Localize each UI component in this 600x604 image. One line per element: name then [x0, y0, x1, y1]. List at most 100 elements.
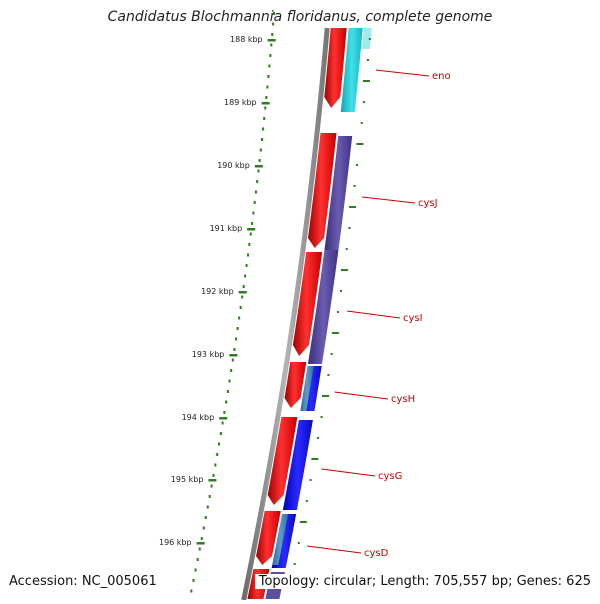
gene-track-ticks — [293, 38, 371, 565]
scale-tick — [247, 228, 256, 231]
gene-leader-line — [362, 196, 416, 204]
scale-ticks: 188 kbp 189 kbp 190 kbp 191 kbp 192 kbp 193 k… — [159, 35, 276, 547]
scale-dot — [266, 85, 269, 89]
scale-dot — [192, 579, 195, 582]
scale-dot — [244, 274, 247, 278]
accession-label: Accession: NC_005061 — [9, 574, 157, 589]
scale-dot — [221, 421, 224, 425]
gene-track-dot — [345, 248, 348, 250]
scale-dot — [267, 75, 270, 78]
forward-cds-segment — [267, 417, 298, 505]
scale-tick-label: 191 kbp — [210, 224, 243, 233]
gene-helper-strip — [272, 514, 289, 565]
scale-dot — [214, 463, 217, 467]
gene-track-dot — [366, 59, 369, 61]
dotted-scale-track — [190, 12, 276, 593]
gene-segment-cysJ — [324, 136, 353, 250]
scale-tick — [229, 354, 238, 357]
scale-dot — [236, 327, 239, 330]
backbone — [241, 27, 330, 601]
gene-track-dot — [330, 353, 333, 355]
gene-track-dot — [362, 101, 365, 103]
gene-track-tick — [356, 143, 364, 145]
scale-tick-label: 188 kbp — [230, 35, 263, 44]
gene-track-dot — [336, 311, 339, 313]
scale-tick-label: 189 kbp — [224, 98, 257, 107]
forward-cds-segment — [324, 28, 347, 108]
scale-dot — [271, 33, 274, 36]
scale-dot — [230, 369, 233, 372]
scale-dot — [246, 253, 249, 257]
gene-track-dot — [368, 38, 371, 40]
gene-track-tick — [349, 206, 357, 208]
scale-tick — [196, 542, 205, 545]
scale-dot — [226, 390, 229, 393]
scale-tick-label: 194 kbp — [182, 413, 215, 422]
scale-dot — [204, 516, 207, 519]
scale-tick — [254, 165, 263, 168]
gene-track-dot — [297, 542, 300, 544]
scale-dot — [241, 295, 244, 299]
gene-label-cysI: cysI — [403, 313, 423, 324]
gene-leader-line — [375, 69, 430, 77]
scale-dot — [228, 379, 231, 383]
scale-dot — [238, 316, 241, 320]
scale-tick — [208, 479, 217, 482]
gene-segment-partial — [361, 28, 372, 49]
gene-track-dot — [309, 479, 312, 481]
gene-track-dot — [356, 164, 359, 166]
scale-dot — [208, 495, 211, 498]
scale-tick-label: 193 kbp — [192, 350, 225, 359]
scale-dot — [263, 117, 266, 120]
forward-cds-segment — [308, 133, 337, 248]
forward-cds-segment — [284, 362, 307, 408]
gene-track-tick — [362, 80, 370, 82]
gene-label-cysG: cysG — [378, 471, 402, 482]
scale-dot — [239, 306, 242, 309]
gene-segment-eno — [340, 28, 363, 112]
scale-tick — [219, 417, 228, 420]
scale-dot — [265, 96, 268, 99]
gene-track-dot — [320, 416, 323, 418]
backbone-arc — [241, 27, 330, 601]
scale-dot — [219, 432, 222, 435]
scale-dot — [196, 558, 199, 561]
gene-labels: eno cysJ cysI cysH cysG cysD — [306, 69, 451, 559]
scale-dot — [206, 505, 209, 509]
scale-dot — [273, 12, 276, 15]
scale-dot — [264, 106, 267, 110]
gene-leader-line — [321, 468, 376, 477]
scale-dot — [270, 43, 273, 47]
forward-cds-segment — [256, 511, 281, 565]
gene-leader-line — [346, 310, 401, 319]
scale-dot — [235, 337, 238, 341]
scale-dot — [262, 127, 265, 131]
gene-label-cysJ: cysJ — [418, 198, 438, 209]
gene-track-dot — [316, 437, 319, 439]
scale-tick — [261, 102, 270, 105]
gene-track-dot — [353, 185, 356, 187]
scale-dot — [252, 211, 255, 215]
gene-label-cysH: cysH — [391, 394, 415, 405]
scale-dot — [245, 264, 248, 267]
scale-dot — [194, 568, 197, 572]
scale-dot — [242, 285, 245, 288]
scale-dot — [225, 400, 228, 404]
forward-cds-segment — [292, 252, 323, 356]
scale-dot — [231, 358, 234, 362]
scale-dot — [257, 169, 260, 173]
gene-track-dot — [305, 500, 308, 502]
gene-track-tick — [311, 458, 319, 460]
map-title: Candidatus Blochmannia floridanus, compl… — [107, 9, 493, 25]
gene-helper-strip — [300, 366, 314, 411]
scale-dot — [272, 22, 275, 26]
scale-tick-label: 192 kbp — [201, 287, 234, 296]
scale-dot — [260, 138, 263, 141]
gene-label-cysD: cysD — [364, 548, 389, 559]
scale-dot — [198, 547, 201, 551]
scale-dot — [248, 243, 251, 246]
gene-leader-line — [334, 391, 389, 400]
scale-dot — [190, 589, 193, 593]
gene-track-dot — [327, 374, 330, 376]
